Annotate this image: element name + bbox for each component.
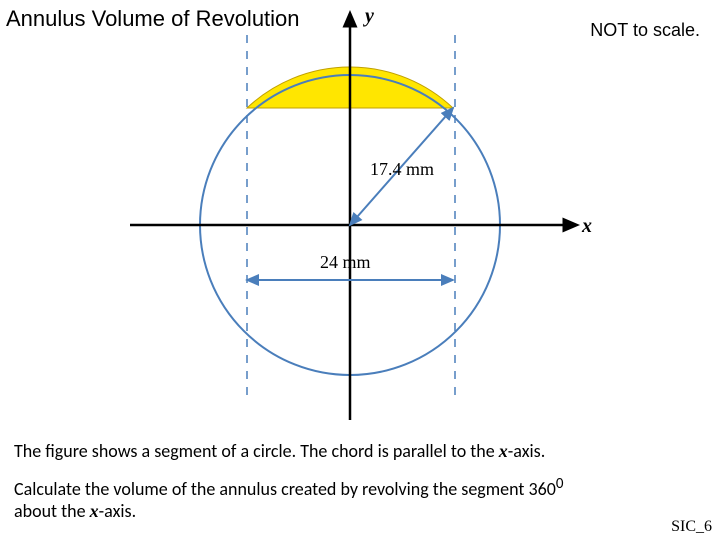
footer-code: SIC_6 (671, 518, 712, 536)
x-axis-label: x (581, 215, 592, 237)
caption-line-1: The figure shows a segment of a circle. … (14, 440, 545, 462)
caption-line-3: about the x-axis. (14, 500, 136, 522)
y-axis-label: y (363, 5, 374, 27)
width-label: 24 mm (320, 252, 371, 272)
radius-label: 17.4 mm (370, 159, 434, 179)
diagram-svg: y x 17.4 mm 24 mm (0, 0, 720, 440)
caption-line-2: Calculate the volume of the annulus crea… (14, 475, 564, 500)
